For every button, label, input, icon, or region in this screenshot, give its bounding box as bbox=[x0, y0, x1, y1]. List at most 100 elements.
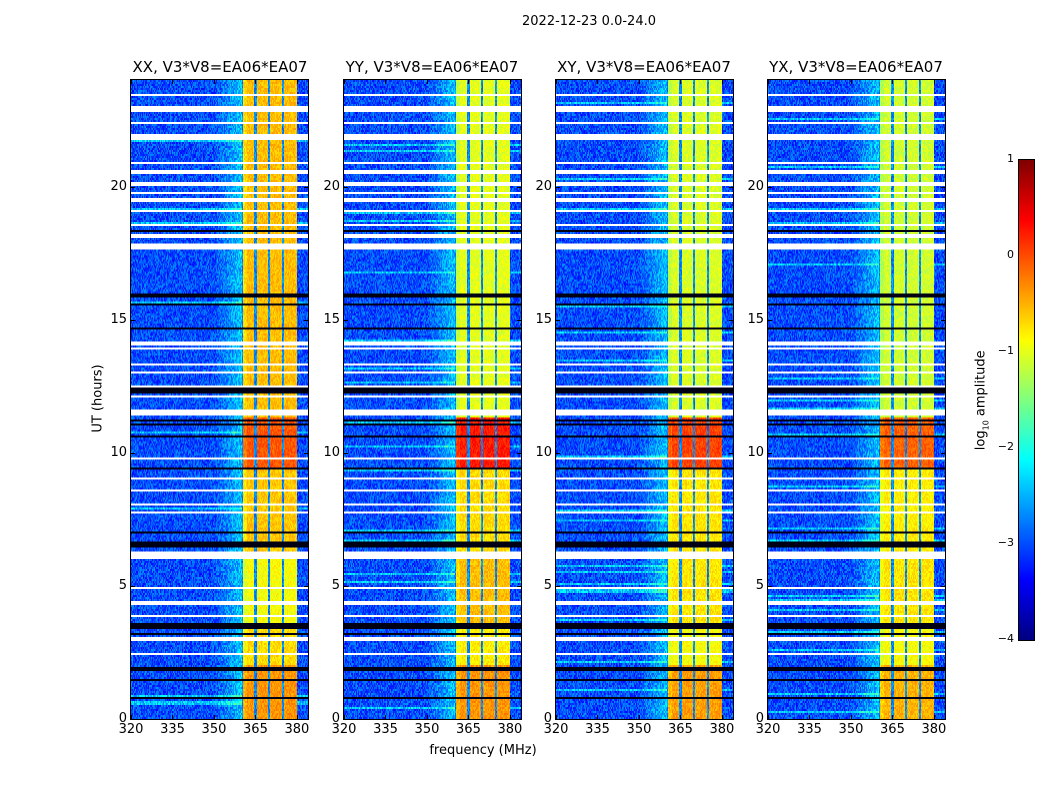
y-tick-mark-right bbox=[517, 319, 521, 321]
x-tick-mark bbox=[131, 715, 132, 719]
x-tick-label: 380 bbox=[497, 722, 523, 737]
x-tick-mark bbox=[809, 715, 811, 719]
heatmap-yy bbox=[344, 80, 521, 719]
y-tick-label: 5 bbox=[331, 577, 340, 593]
y-tick-label: 20 bbox=[323, 178, 340, 194]
x-tick-mark bbox=[768, 715, 769, 719]
y-tick-mark bbox=[344, 719, 348, 720]
x-tick-mark bbox=[638, 715, 640, 719]
heatmap-xy bbox=[556, 80, 733, 719]
y-tick-mark bbox=[768, 319, 772, 321]
x-tick-label: 380 bbox=[284, 722, 310, 737]
y-tick-mark bbox=[344, 319, 348, 321]
panel-title-yx: YX, V3*V8=EA06*EA07 bbox=[769, 58, 943, 76]
y-tick-mark-right bbox=[941, 585, 945, 587]
y-tick-mark bbox=[556, 186, 560, 188]
x-tick-mark-top bbox=[172, 80, 174, 84]
heatmap-panel-xy bbox=[555, 79, 734, 720]
figure-title: 2022-12-23 0.0-24.0 bbox=[522, 14, 656, 29]
x-tick-mark bbox=[597, 715, 599, 719]
colorbar-label-main: log bbox=[973, 430, 989, 451]
x-tick-mark bbox=[892, 715, 894, 719]
y-tick-mark bbox=[768, 186, 772, 188]
x-tick-mark bbox=[680, 715, 682, 719]
y-tick-mark bbox=[556, 585, 560, 587]
x-tick-mark-top bbox=[768, 80, 769, 84]
x-tick-mark bbox=[721, 715, 723, 719]
y-tick-mark-right bbox=[517, 452, 521, 454]
y-tick-label: 20 bbox=[747, 178, 764, 194]
x-tick-mark-top bbox=[809, 80, 811, 84]
y-tick-mark bbox=[556, 719, 560, 720]
heatmap-panel-yx bbox=[767, 79, 946, 720]
y-tick-mark-right bbox=[304, 319, 308, 321]
y-tick-mark-right bbox=[517, 186, 521, 188]
x-tick-mark-top bbox=[468, 80, 470, 84]
y-tick-label: 0 bbox=[543, 711, 552, 726]
y-tick-mark-right bbox=[729, 719, 733, 720]
x-tick-mark-top bbox=[597, 80, 599, 84]
panel-title-yy: YY, V3*V8=EA06*EA07 bbox=[345, 58, 519, 76]
x-tick-label: 335 bbox=[160, 722, 185, 737]
x-tick-mark bbox=[426, 715, 428, 719]
x-tick-mark-top bbox=[426, 80, 428, 84]
x-tick-mark-top bbox=[213, 80, 215, 84]
y-tick-mark-right bbox=[304, 186, 308, 188]
x-tick-mark-top bbox=[344, 80, 345, 84]
colorbar-tick-label: −4 bbox=[997, 632, 1014, 645]
y-tick-mark bbox=[768, 452, 772, 454]
y-tick-label: 0 bbox=[118, 711, 127, 726]
x-tick-label: 335 bbox=[797, 722, 822, 737]
x-tick-label: 335 bbox=[373, 722, 398, 737]
x-tick-mark-top bbox=[638, 80, 640, 84]
x-tick-label: 320 bbox=[543, 722, 569, 737]
y-tick-mark-right bbox=[941, 719, 945, 720]
y-tick-mark bbox=[556, 452, 560, 454]
y-tick-mark bbox=[768, 719, 772, 720]
x-tick-mark-top bbox=[850, 80, 852, 84]
colorbar-tick-label: −3 bbox=[997, 536, 1014, 549]
y-tick-mark bbox=[344, 585, 348, 587]
x-tick-mark-top bbox=[892, 80, 894, 84]
y-tick-mark-right bbox=[304, 719, 308, 720]
x-tick-mark-top bbox=[556, 80, 557, 84]
panel-title-xx: XX, V3*V8=EA06*EA07 bbox=[132, 58, 308, 76]
x-tick-mark bbox=[850, 715, 852, 719]
y-tick-label: 0 bbox=[331, 711, 340, 726]
x-tick-mark-top bbox=[385, 80, 387, 84]
y-tick-mark bbox=[556, 319, 560, 321]
heatmap-panel-yy bbox=[343, 79, 522, 720]
colorbar-label: log10 amplitude bbox=[974, 330, 991, 470]
x-tick-label: 365 bbox=[243, 722, 268, 737]
x-tick-mark bbox=[509, 715, 511, 719]
x-tick-mark bbox=[172, 715, 174, 719]
x-tick-label: 380 bbox=[709, 722, 735, 737]
x-tick-label: 350 bbox=[838, 722, 864, 737]
y-tick-mark bbox=[131, 452, 135, 454]
colorbar-label-sub: 10 bbox=[981, 420, 991, 431]
y-tick-mark-right bbox=[941, 452, 945, 454]
x-tick-label: 350 bbox=[201, 722, 227, 737]
y-tick-mark-right bbox=[304, 585, 308, 587]
x-tick-mark-top bbox=[296, 80, 298, 84]
y-tick-label: 20 bbox=[110, 178, 127, 194]
heatmap-yx bbox=[768, 80, 945, 719]
x-tick-mark-top bbox=[255, 80, 257, 84]
y-tick-label: 5 bbox=[118, 577, 127, 593]
y-tick-label: 15 bbox=[535, 311, 552, 327]
y-tick-label: 10 bbox=[535, 444, 552, 460]
panel-title-xy: XY, V3*V8=EA06*EA07 bbox=[557, 58, 731, 76]
colorbar-gradient bbox=[1019, 160, 1034, 640]
y-tick-mark-right bbox=[729, 186, 733, 188]
x-tick-label: 320 bbox=[755, 722, 781, 737]
x-tick-label: 320 bbox=[118, 722, 144, 737]
y-tick-mark-right bbox=[729, 585, 733, 587]
colorbar-tick-label: 1 bbox=[1007, 152, 1014, 165]
x-tick-mark bbox=[468, 715, 470, 719]
x-tick-mark-top bbox=[509, 80, 511, 84]
y-tick-label: 15 bbox=[323, 311, 340, 327]
y-tick-mark bbox=[131, 719, 135, 720]
y-tick-mark-right bbox=[729, 452, 733, 454]
y-tick-label: 15 bbox=[110, 311, 127, 327]
y-tick-mark-right bbox=[729, 319, 733, 321]
